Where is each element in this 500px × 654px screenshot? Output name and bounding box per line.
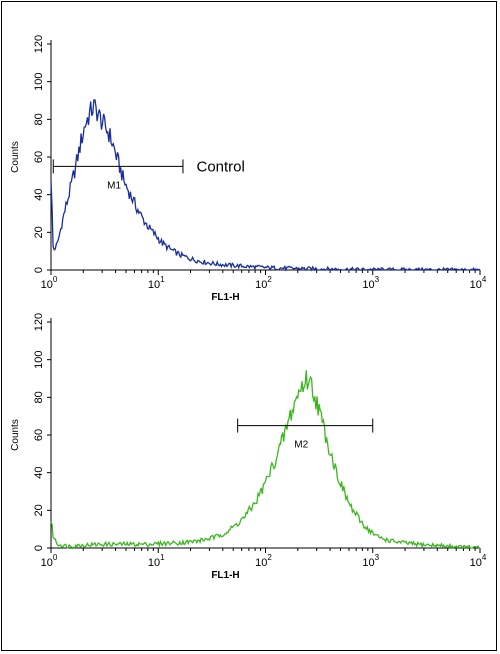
histogram-series: [50, 370, 481, 550]
x-tick-label: 102: [255, 275, 272, 291]
x-tick-label: 100: [41, 275, 58, 291]
y-tick-label: 0: [33, 545, 45, 551]
y-tick-label: 20: [33, 504, 45, 516]
y-tick-label: 100: [33, 72, 45, 90]
y-tick-label: 20: [33, 226, 45, 238]
y-axis-label: Counts: [10, 141, 21, 173]
y-tick-label: 0: [33, 267, 45, 273]
y-tick-label: 40: [33, 467, 45, 479]
chart-panel-1: 0 20 40 60 80 100 120 100 101 102 103 104 Counts FL1-…: [10, 35, 487, 303]
y-tick-label: 80: [33, 113, 45, 125]
y-axis-label: Counts: [10, 419, 21, 451]
gate-label: M1: [107, 180, 121, 191]
x-tick-label: 100: [41, 553, 58, 569]
y-tick-label: 80: [33, 391, 45, 403]
y-tick-label: 40: [33, 189, 45, 201]
y-tick-label: 60: [33, 429, 45, 441]
x-tick-label: 103: [362, 553, 379, 569]
x-tick-label: 104: [470, 275, 487, 291]
x-axis-label: FL1-H: [211, 570, 239, 581]
y-tick-label: 100: [33, 350, 45, 368]
x-tick-label: 103: [362, 275, 379, 291]
y-tick-label: 60: [33, 151, 45, 163]
x-tick-label: 102: [255, 553, 272, 569]
x-axis-label: FL1-H: [211, 292, 239, 303]
gate-label: M2: [294, 440, 308, 451]
y-tick-label: 120: [33, 35, 45, 53]
annotation-label: Control: [197, 158, 245, 175]
chart-panel-2: 0 20 40 60 80 100 120 100 101 102 103 104 Counts FL1-…: [10, 313, 487, 581]
x-tick-label: 101: [148, 553, 165, 569]
histogram-series: [50, 99, 481, 272]
x-tick-label: 101: [148, 275, 165, 291]
y-tick-label: 120: [33, 313, 45, 331]
x-tick-label: 104: [470, 553, 487, 569]
